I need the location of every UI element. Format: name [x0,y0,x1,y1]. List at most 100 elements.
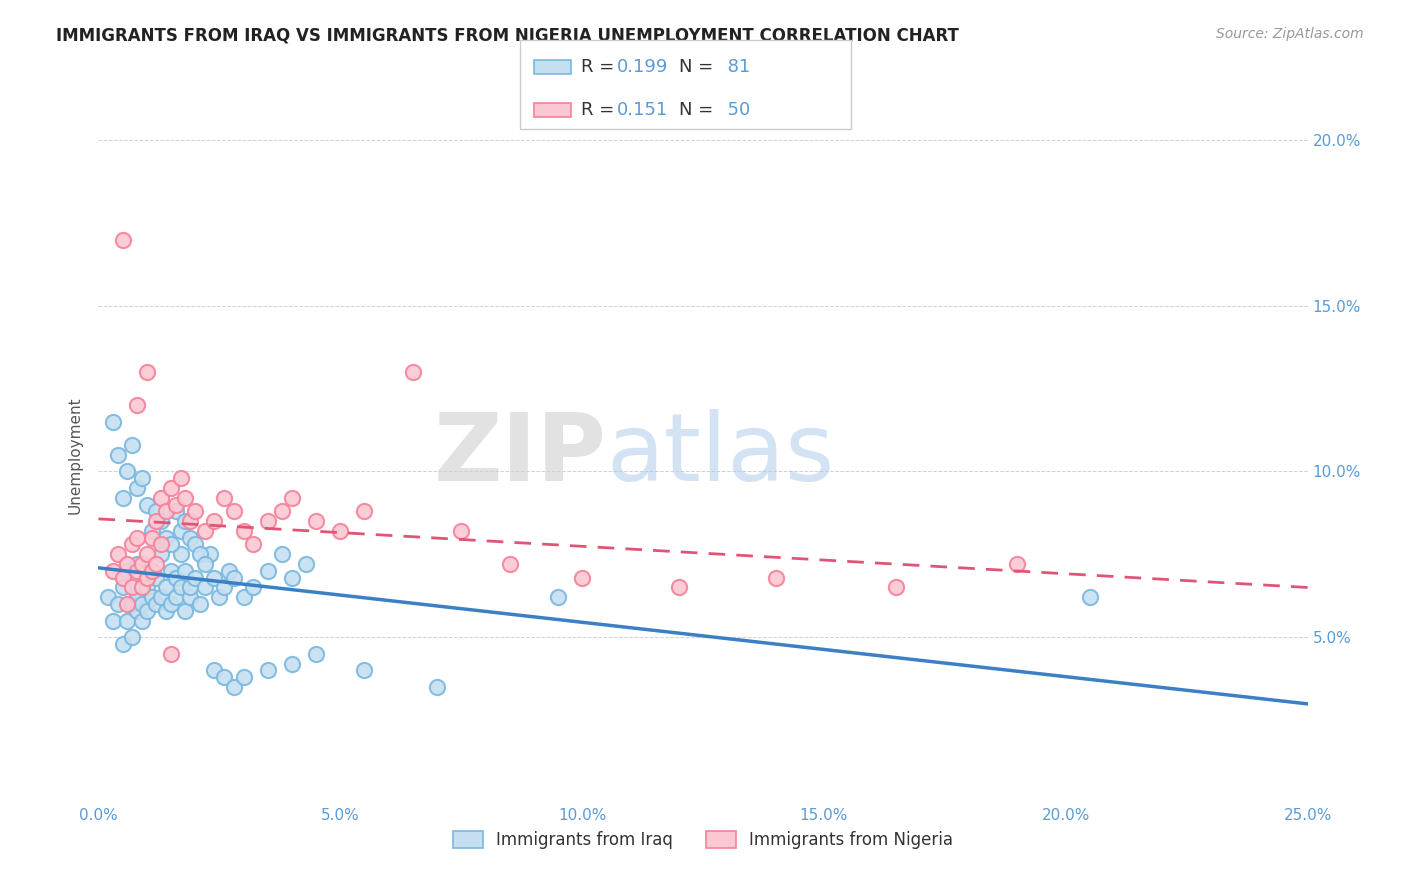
Point [305,514,328,528]
Point [242,537,264,551]
Point [295,558,318,572]
Point [498,558,520,572]
Point [188,597,211,611]
Text: 0.151: 0.151 [617,101,668,119]
Point [886,581,908,595]
Point [97,591,120,605]
Point [135,581,157,595]
Point [212,670,235,684]
Point [111,581,134,595]
Point [160,564,183,578]
Text: Source: ZipAtlas.com: Source: ZipAtlas.com [1216,27,1364,41]
Point [150,514,173,528]
Point [174,514,197,528]
Point [169,547,191,561]
Point [145,558,167,572]
Point [668,581,690,595]
Text: R =: R = [581,58,620,76]
Point [1007,558,1029,572]
Point [131,597,153,611]
Point [765,570,787,584]
Text: ZIP: ZIP [433,409,606,501]
Point [281,491,304,505]
Point [256,514,278,528]
Point [160,597,183,611]
Point [194,524,217,538]
Point [135,498,157,512]
Point [150,547,173,561]
Text: 81: 81 [716,58,749,76]
Point [155,604,177,618]
Text: IMMIGRANTS FROM IRAQ VS IMMIGRANTS FROM NIGERIA UNEMPLOYMENT CORRELATION CHART: IMMIGRANTS FROM IRAQ VS IMMIGRANTS FROM … [56,27,959,45]
Point [256,564,278,578]
Legend: Immigrants from Iraq, Immigrants from Nigeria: Immigrants from Iraq, Immigrants from Ni… [444,822,962,857]
Point [242,581,264,595]
Point [329,524,352,538]
Point [184,504,207,518]
Point [450,524,472,538]
Point [194,581,217,595]
Point [198,547,221,561]
Point [127,604,149,618]
Point [179,591,201,605]
Point [222,680,245,694]
Text: N =: N = [679,101,718,119]
Point [169,524,191,538]
Point [271,504,294,518]
Point [131,471,153,485]
Text: R =: R = [581,101,620,119]
Point [111,233,134,247]
Point [141,531,163,545]
Point [232,670,254,684]
Point [155,581,177,595]
Point [402,365,425,379]
Point [107,448,129,462]
Point [101,614,124,628]
Point [160,537,183,551]
Point [127,591,149,605]
Point [194,558,217,572]
Point [353,504,375,518]
Point [145,514,167,528]
Point [160,481,183,495]
Point [179,531,201,545]
Text: atlas: atlas [606,409,835,501]
Point [145,597,167,611]
Point [111,570,134,584]
Point [141,564,163,578]
Point [204,663,226,677]
Point [111,491,134,505]
Point [547,591,569,605]
Point [1078,591,1101,605]
Point [121,581,143,595]
Point [121,630,143,644]
Point [121,537,143,551]
Point [232,524,254,538]
Point [212,581,235,595]
Point [101,415,124,429]
Point [204,570,226,584]
Point [426,680,449,694]
Point [169,471,191,485]
Point [208,591,231,605]
Point [150,491,173,505]
Point [188,547,211,561]
Point [127,481,149,495]
Point [353,663,375,677]
Point [131,558,153,572]
Point [135,365,157,379]
Point [121,438,143,452]
Point [117,558,139,572]
Point [107,547,129,561]
Point [101,564,124,578]
Point [165,591,187,605]
Point [135,570,157,584]
Point [222,504,245,518]
Point [117,597,139,611]
Point [281,570,304,584]
Point [256,663,278,677]
Point [107,597,129,611]
Text: 0.199: 0.199 [617,58,669,76]
Point [174,604,197,618]
Point [145,570,167,584]
